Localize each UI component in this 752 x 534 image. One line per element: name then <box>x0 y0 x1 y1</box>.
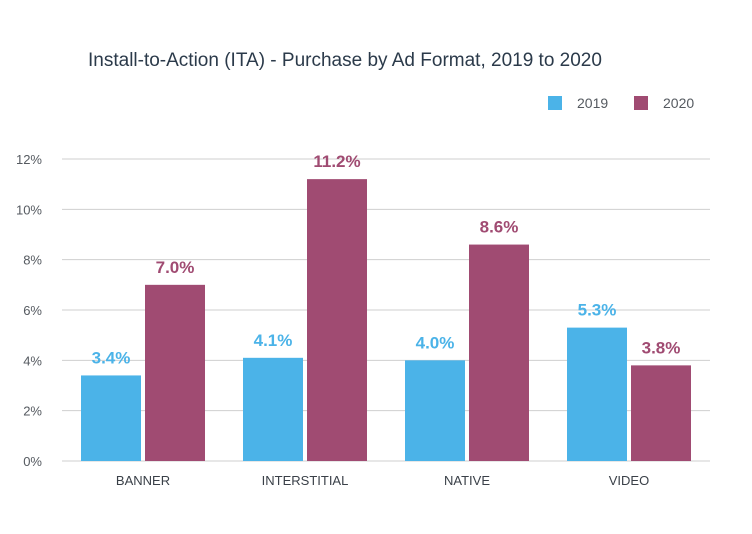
legend: 2019 2020 <box>548 95 694 111</box>
bar-2020-banner <box>145 284 205 461</box>
y-tick-label: 12% <box>16 152 42 167</box>
data-label-2019-interstitial: 4.1% <box>254 331 293 350</box>
data-label-2020-native: 8.6% <box>480 218 519 237</box>
x-category-label: VIDEO <box>609 473 649 488</box>
y-tick-label: 4% <box>23 353 42 368</box>
y-tick-label: 0% <box>23 454 42 469</box>
y-axis-ticks: 0% 2% 4% 6% 8% 10% 12% <box>16 152 42 469</box>
data-labels: 3.4% 7.0% 4.1% 11.2% 4.0% 8.6% 5.3% 3.8% <box>92 152 681 367</box>
y-tick-label: 10% <box>16 202 42 217</box>
data-label-2020-banner: 7.0% <box>156 258 195 277</box>
data-label-2020-video: 3.8% <box>642 338 681 357</box>
bar-2020-video <box>631 365 691 461</box>
y-tick-label: 6% <box>23 303 42 318</box>
data-label-2019-banner: 3.4% <box>92 348 131 367</box>
y-tick-label: 8% <box>23 253 42 268</box>
legend-label-2020: 2020 <box>663 95 694 111</box>
legend-label-2019: 2019 <box>577 95 608 111</box>
data-label-2020-interstitial: 11.2% <box>313 152 360 171</box>
x-category-label: NATIVE <box>444 473 490 488</box>
data-label-2019-video: 5.3% <box>578 301 617 320</box>
bar-2019-native <box>405 360 465 461</box>
chart-title: Install-to-Action (ITA) - Purchase by Ad… <box>88 50 602 71</box>
y-tick-label: 2% <box>23 404 42 419</box>
bar-2020-native <box>469 244 529 461</box>
x-category-label: INTERSTITIAL <box>262 473 349 488</box>
data-label-2019-native: 4.0% <box>416 333 455 352</box>
x-axis-categories: BANNER INTERSTITIAL NATIVE VIDEO <box>116 473 649 488</box>
legend-swatch-2019 <box>548 96 562 110</box>
bar-2020-interstitial <box>307 179 367 461</box>
bar-2019-interstitial <box>243 357 303 461</box>
x-category-label: BANNER <box>116 473 170 488</box>
legend-swatch-2020 <box>634 96 648 110</box>
bars <box>81 179 691 461</box>
bar-2019-video <box>567 327 627 461</box>
bar-2019-banner <box>81 375 141 461</box>
